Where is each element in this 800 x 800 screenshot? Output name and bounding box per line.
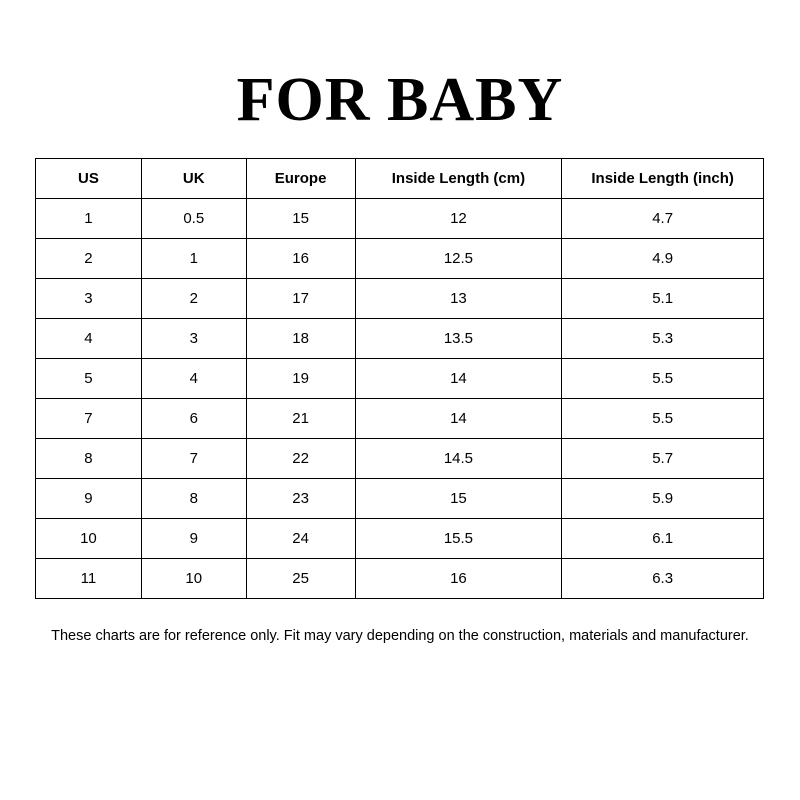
table-cell: 8	[140, 478, 247, 519]
table-cell: 14	[354, 358, 563, 399]
table-cell: 0.5	[140, 198, 247, 239]
table-cell: 4.9	[561, 238, 764, 279]
table-cell: 16	[245, 238, 356, 279]
table-cell: 5.7	[561, 438, 764, 479]
table-cell: 22	[245, 438, 356, 479]
column-header: Inside Length (inch)	[561, 158, 764, 199]
table-row: 7 6 21 14 5.5	[35, 398, 764, 439]
table-cell: 1	[35, 198, 142, 239]
table-cell: 13.5	[354, 318, 563, 359]
table-cell: 15.5	[354, 518, 563, 559]
table-cell: 4.7	[561, 198, 764, 239]
table-cell: 3	[140, 318, 247, 359]
table-cell: 15	[245, 198, 356, 239]
table-cell: 2	[35, 238, 142, 279]
table-cell: 2	[140, 278, 247, 319]
page-title: FOR BABY	[236, 66, 564, 134]
table-cell: 6	[140, 398, 247, 439]
table-row: 2 1 16 12.5 4.9	[35, 238, 764, 279]
table-cell: 4	[35, 318, 142, 359]
table-cell: 7	[140, 438, 247, 479]
column-header: Europe	[245, 158, 356, 199]
table-cell: 12.5	[354, 238, 563, 279]
table-row: 3 2 17 13 5.1	[35, 278, 764, 319]
column-header: Inside Length (cm)	[354, 158, 563, 199]
column-header: US	[35, 158, 142, 199]
table-cell: 5	[35, 358, 142, 399]
table-cell: 5.3	[561, 318, 764, 359]
table-cell: 25	[245, 558, 356, 599]
table-cell: 4	[140, 358, 247, 399]
table-cell: 15	[354, 478, 563, 519]
table-cell: 8	[35, 438, 142, 479]
table-row: 9 8 23 15 5.9	[35, 478, 764, 519]
table-cell: 5.1	[561, 278, 764, 319]
table-cell: 21	[245, 398, 356, 439]
table-cell: 23	[245, 478, 356, 519]
table-header-row: US UK Europe Inside Length (cm) Inside Lengt…	[35, 158, 764, 199]
table-cell: 19	[245, 358, 356, 399]
table-cell: 7	[35, 398, 142, 439]
table-cell: 3	[35, 278, 142, 319]
table-cell: 18	[245, 318, 356, 359]
table-cell: 5.9	[561, 478, 764, 519]
table-row: 11 10 25 16 6.3	[35, 558, 764, 599]
table-row: 1 0.5 15 12 4.7	[35, 198, 764, 239]
table-cell: 6.3	[561, 558, 764, 599]
table-cell: 5.5	[561, 358, 764, 399]
table-cell: 14	[354, 398, 563, 439]
table-row: 4 3 18 13.5 5.3	[35, 318, 764, 359]
column-header: UK	[140, 158, 247, 199]
table-cell: 10	[140, 558, 247, 599]
table-cell: 9	[35, 478, 142, 519]
table-cell: 24	[245, 518, 356, 559]
table-row: 8 7 22 14.5 5.7	[35, 438, 764, 479]
table-cell: 16	[354, 558, 563, 599]
table-cell: 5.5	[561, 398, 764, 439]
table-cell: 12	[354, 198, 563, 239]
table-row: 10 9 24 15.5 6.1	[35, 518, 764, 559]
table-cell: 17	[245, 278, 356, 319]
table-cell: 11	[35, 558, 142, 599]
table-cell: 9	[140, 518, 247, 559]
table-cell: 1	[140, 238, 247, 279]
table-cell: 10	[35, 518, 142, 559]
table-row: 5 4 19 14 5.5	[35, 358, 764, 399]
disclaimer-note: These charts are for reference only. Fit…	[51, 628, 749, 644]
table-cell: 13	[354, 278, 563, 319]
size-chart-table: US UK Europe Inside Length (cm) Inside Lengt…	[35, 158, 764, 599]
table-cell: 6.1	[561, 518, 764, 559]
table-cell: 14.5	[354, 438, 563, 479]
